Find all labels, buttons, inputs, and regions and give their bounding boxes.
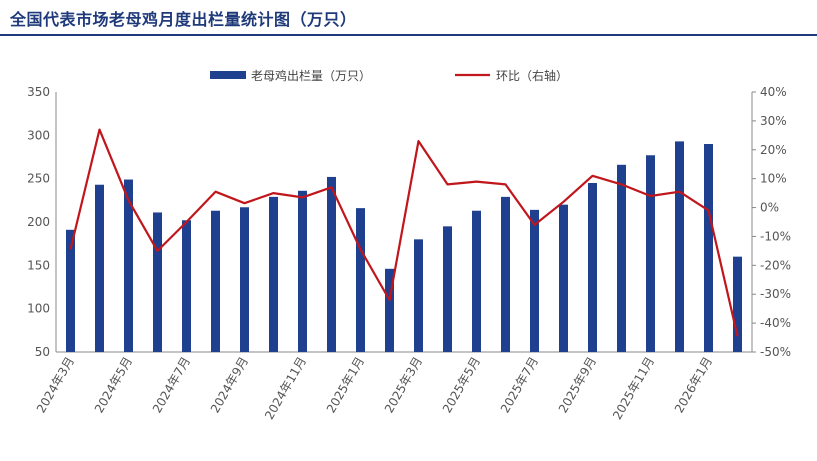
y-left-tick-label: 100 — [27, 302, 50, 316]
chart-title: 全国代表市场老母鸡月度出栏量统计图（万只） — [10, 10, 357, 29]
x-tick-label: 2025年3月 — [382, 355, 425, 416]
x-tick-label: 2025年7月 — [498, 355, 541, 416]
y-right-tick-label: 0% — [760, 201, 779, 215]
bar — [414, 239, 423, 352]
bar — [501, 196, 510, 352]
bar — [124, 179, 133, 352]
bar — [530, 209, 539, 352]
bar — [385, 268, 394, 352]
y-right-tick-label: 20% — [760, 143, 787, 157]
bar — [182, 220, 191, 352]
y-left-tick-label: 350 — [27, 85, 50, 99]
bar — [95, 184, 104, 352]
title-underline — [0, 34, 817, 36]
bar — [675, 141, 684, 352]
x-tick-label: 2024年9月 — [208, 355, 251, 416]
bar — [704, 144, 713, 352]
bar — [559, 204, 568, 352]
bar — [443, 226, 452, 352]
bar — [356, 208, 365, 352]
y-right-tick-label: -40% — [760, 316, 791, 330]
x-tick-label: 2024年11月 — [262, 355, 309, 422]
legend-line-label: 环比（右轴） — [496, 68, 568, 83]
bar — [153, 212, 162, 352]
y-left-tick-label: 200 — [27, 215, 50, 229]
y-left-tick-label: 300 — [27, 128, 50, 142]
y-left-tick-label: 150 — [27, 258, 50, 272]
bar — [617, 164, 626, 352]
x-tick-label: 2025年11月 — [610, 355, 657, 422]
y-right-tick-label: -50% — [760, 345, 791, 359]
x-tick-label: 2025年5月 — [440, 355, 483, 416]
legend-bar-label: 老母鸡出栏量（万只） — [251, 68, 371, 83]
legend-bar-swatch — [210, 71, 246, 79]
bar — [269, 196, 278, 352]
x-tick-label: 2025年9月 — [556, 355, 599, 416]
y-right-tick-label: -10% — [760, 229, 791, 243]
y-right-tick-label: 10% — [760, 172, 787, 186]
x-tick-label: 2024年7月 — [150, 355, 193, 416]
bar — [472, 210, 481, 352]
y-left-tick-label: 250 — [27, 172, 50, 186]
x-tick-label: 2024年3月 — [34, 355, 77, 416]
y-right-tick-label: 40% — [760, 85, 787, 99]
bar — [240, 207, 249, 352]
bar — [298, 190, 307, 352]
x-tick-label: 2025年1月 — [324, 355, 367, 416]
y-left-tick-label: 50 — [35, 345, 50, 359]
y-right-tick-label: -30% — [760, 287, 791, 301]
x-tick-label: 2024年5月 — [92, 355, 135, 416]
bar — [733, 256, 742, 352]
bar — [211, 210, 220, 352]
y-right-tick-label: -20% — [760, 258, 791, 272]
bar — [588, 183, 597, 352]
mom-line — [69, 128, 739, 337]
bar — [66, 229, 75, 352]
y-right-tick-label: 30% — [760, 114, 787, 128]
bar — [646, 155, 655, 352]
x-tick-label: 2026年1月 — [672, 355, 715, 416]
bar — [327, 176, 336, 352]
